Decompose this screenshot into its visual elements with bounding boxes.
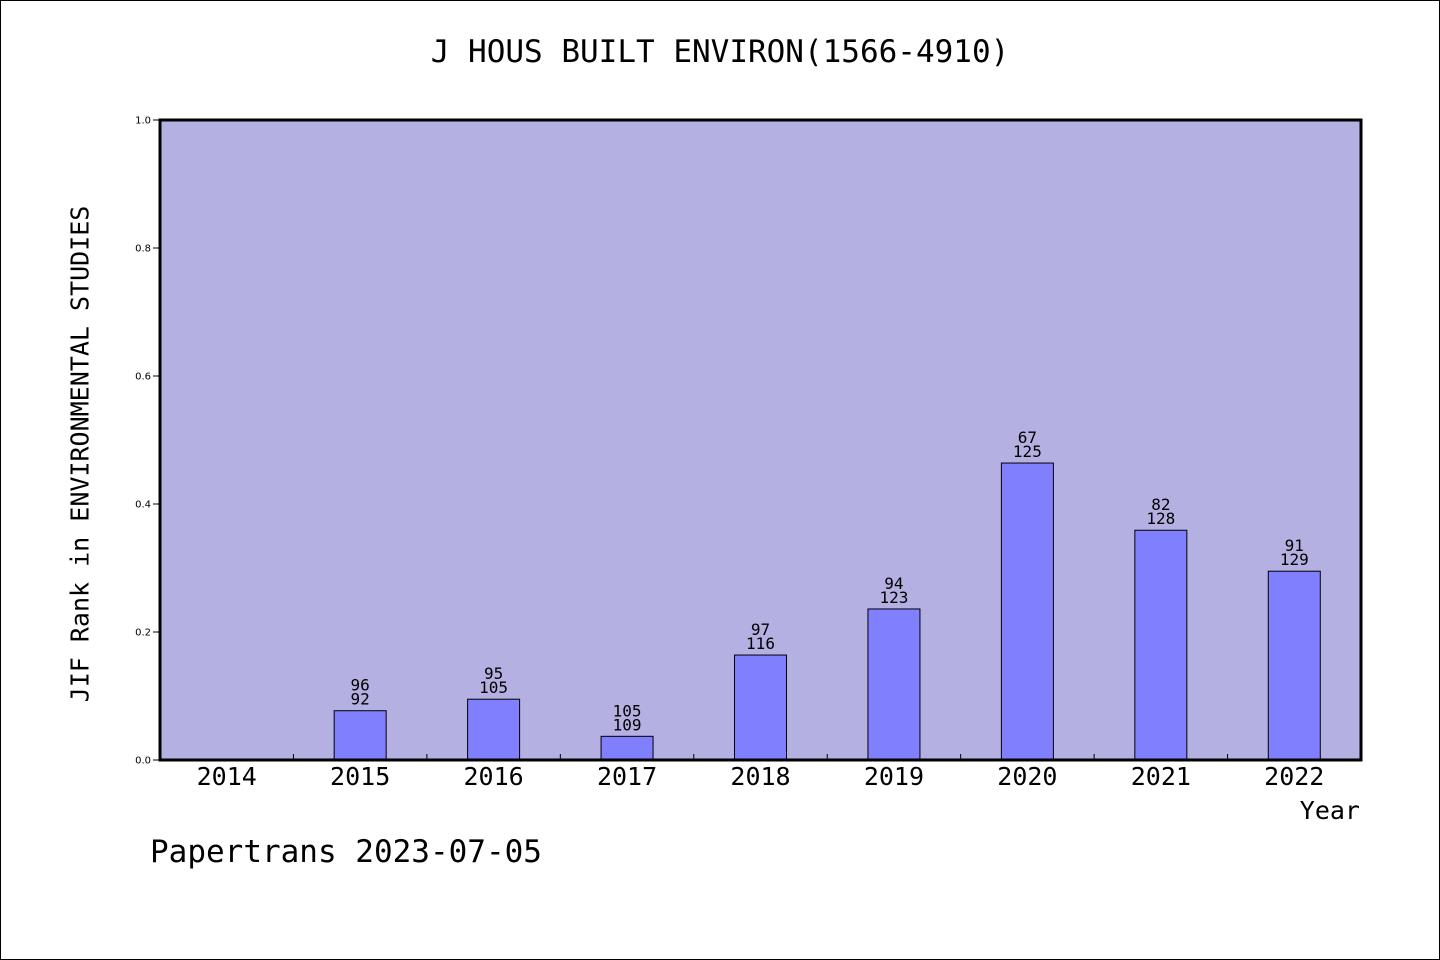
x-tick-label-2021: 2021 <box>1131 762 1191 791</box>
rank-label-2017: 105 <box>613 701 642 720</box>
total-label-2021: 128 <box>1146 509 1175 528</box>
y-tick-label: 0.8 <box>135 244 151 255</box>
bar-2016 <box>467 698 521 761</box>
total-label-2020: 125 <box>1013 442 1042 461</box>
y-tick-label: 0.6 <box>135 372 151 383</box>
bar-2017 <box>600 735 654 761</box>
x-tick-label-2014: 2014 <box>197 762 257 791</box>
bar-2021 <box>1134 529 1188 761</box>
x-tick-label-2015: 2015 <box>330 762 390 791</box>
plot-border <box>158 118 1363 762</box>
y-tick-label: 0.4 <box>135 500 151 511</box>
rank-label-2022: 91 <box>1285 536 1304 555</box>
chart-title: J HOUS BUILT ENVIRON(1566-4910) <box>430 34 1010 70</box>
y-tick-label: 0.2 <box>135 628 151 639</box>
x-tick-label-2017: 2017 <box>597 762 657 791</box>
footer-credit: Papertrans 2023-07-05 <box>150 834 542 870</box>
x-tick-label-2022: 2022 <box>1264 762 1324 791</box>
x-axis-label: Year <box>1299 796 1360 825</box>
rank-label-2018: 97 <box>751 620 770 639</box>
rank-label-2020: 67 <box>1018 428 1037 447</box>
rank-label-2019: 94 <box>884 574 903 593</box>
bar-2020 <box>1000 462 1054 761</box>
y-tick-label: 1.0 <box>135 116 151 127</box>
total-label-2015: 92 <box>351 690 370 709</box>
rank-label-2021: 82 <box>1151 495 1170 514</box>
total-label-2016: 105 <box>479 678 508 697</box>
bar-2018 <box>734 654 787 761</box>
x-tick-label-2016: 2016 <box>464 762 524 791</box>
total-label-2019: 123 <box>879 588 908 607</box>
x-tick-label-2020: 2020 <box>997 762 1057 791</box>
bar-2022 <box>1267 570 1321 761</box>
x-tick-label-2018: 2018 <box>730 762 790 791</box>
rank-label-2016: 95 <box>484 664 503 683</box>
y-axis-label: JIF Rank in ENVIRONMENTAL STUDIES <box>65 205 95 703</box>
bar-2019 <box>867 608 921 761</box>
bar-2015 <box>333 710 387 761</box>
x-tick-label-2019: 2019 <box>864 762 924 791</box>
rank-label-2015: 96 <box>351 676 370 695</box>
total-label-2022: 129 <box>1280 550 1309 569</box>
total-label-2018: 116 <box>746 634 775 653</box>
total-label-2017: 109 <box>613 715 642 734</box>
y-tick-label: 0.0 <box>135 756 151 767</box>
